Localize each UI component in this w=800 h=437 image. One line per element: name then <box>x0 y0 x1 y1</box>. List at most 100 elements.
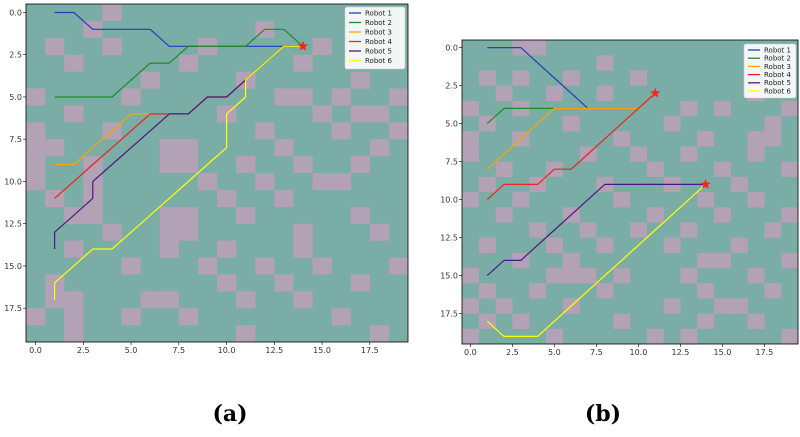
goal-star-marker <box>649 87 661 98</box>
obstacle-cell <box>312 105 332 123</box>
obstacle-cell <box>546 328 563 345</box>
obstacle-cell <box>64 325 84 343</box>
obstacle-cell <box>714 252 731 269</box>
obstacle-cell <box>102 4 122 22</box>
obstacle-cell <box>159 156 179 174</box>
obstacle-cell <box>159 139 179 157</box>
obstacle-cell <box>714 298 731 314</box>
obstacle-cell <box>121 88 141 106</box>
obstacle-cell <box>64 291 84 309</box>
y-tick-label: 12.5 <box>4 220 22 229</box>
obstacle-cell <box>369 105 390 123</box>
obstacle-cell <box>217 189 237 207</box>
obstacle-cell <box>747 268 765 284</box>
obstacle-cell <box>331 88 351 106</box>
obstacle-cell <box>747 313 765 329</box>
y-tick-label: 17.5 <box>440 310 458 319</box>
legend-label: Robot 2 <box>764 55 791 63</box>
obstacle-cell <box>462 146 479 162</box>
obstacle-cell <box>747 131 765 147</box>
obstacle-cell <box>781 161 799 177</box>
obstacle-cell <box>697 192 715 208</box>
y-tick-label: 7.5 <box>9 135 22 144</box>
legend-label: Robot 2 <box>365 19 392 27</box>
obstacle-cell <box>45 37 65 55</box>
obstacle-cell <box>714 207 731 223</box>
obstacle-cell <box>331 308 351 326</box>
y-tick-label: 2.5 <box>9 51 22 60</box>
obstacle-cell <box>140 291 160 309</box>
obstacle-cell <box>714 100 731 117</box>
obstacle-cell <box>26 156 46 174</box>
obstacle-cell <box>478 70 496 86</box>
obstacle-cell <box>512 70 530 86</box>
legend-label: Robot 5 <box>764 79 791 87</box>
obstacle-cell <box>646 161 664 177</box>
obstacle-cell <box>26 122 46 140</box>
obstacle-cell <box>546 237 563 253</box>
obstacle-cell <box>26 308 46 326</box>
obstacle-cell <box>462 100 479 117</box>
panel-a: 0.0 2.5 5.0 7.5 10.0 12.5 15.0 17.5 0.0 2.5 5.0 7.5… <box>4 3 409 355</box>
obstacle-cell <box>596 237 614 253</box>
obstacle-cell <box>159 291 179 309</box>
obstacle-cell <box>236 325 256 343</box>
x-tick-label: 5.0 <box>548 348 561 357</box>
obstacle-cell <box>331 122 351 140</box>
legend-label: Robot 6 <box>365 57 393 65</box>
obstacle-cell <box>680 100 698 117</box>
x-tick-label: 15.0 <box>713 348 731 357</box>
panel-label-b: (b) <box>585 401 621 427</box>
obstacle-cell <box>781 100 799 117</box>
obstacle-cell <box>646 207 664 223</box>
legend-label: Robot 3 <box>365 28 392 36</box>
obstacle-cell <box>388 257 409 275</box>
obstacle-cell <box>663 237 681 253</box>
obstacle-cell <box>764 283 782 299</box>
obstacle-cell <box>630 70 647 86</box>
obstacle-cell <box>312 37 332 55</box>
obstacle-cell <box>350 105 370 123</box>
plot-frame <box>25 3 409 343</box>
goal-star-marker <box>700 178 711 189</box>
x-tick-label: 17.5 <box>361 346 379 355</box>
obstacle-cell <box>613 192 631 208</box>
obstacle-cell <box>714 161 731 177</box>
obstacle-cell <box>579 222 597 238</box>
obstacle-cell <box>140 71 160 89</box>
obstacle-cell <box>478 237 496 253</box>
obstacle-cell <box>369 223 390 241</box>
obstacle-cell <box>350 206 370 224</box>
obstacle-cell <box>64 54 84 72</box>
x-tick-label: 17.5 <box>755 348 773 357</box>
obstacle-cell <box>369 139 390 157</box>
obstacle-cell <box>680 328 698 345</box>
obstacle-cell <box>646 328 664 345</box>
obstacle-cell <box>178 139 199 157</box>
obstacle-cell <box>680 268 698 284</box>
obstacle-cell <box>529 283 547 299</box>
obstacle-cell <box>217 240 237 258</box>
obstacle-cell <box>562 70 580 86</box>
obstacle-cell <box>121 257 141 275</box>
obstacle-cell <box>331 173 351 191</box>
obstacle-cell <box>64 240 84 258</box>
obstacle-cell <box>178 223 199 241</box>
obstacle-cell <box>178 206 199 224</box>
obstacle-cell <box>613 131 631 147</box>
obstacle-cell <box>478 176 496 193</box>
series-line-robot-1 <box>54 11 303 47</box>
obstacle-cell <box>293 88 313 106</box>
y-tick-label: 15.0 <box>4 262 22 271</box>
x-tick-label: 7.5 <box>172 346 185 355</box>
obstacle-cell <box>217 274 237 292</box>
obstacle-cell <box>747 192 765 208</box>
obstacle-cell <box>663 116 681 132</box>
obstacle-cell <box>255 257 275 275</box>
x-tick-label: 2.5 <box>506 348 519 357</box>
obstacle-cell <box>562 268 580 284</box>
obstacle-cell <box>546 268 563 284</box>
obstacle-cell <box>462 298 479 314</box>
obstacle-cell <box>747 146 765 162</box>
